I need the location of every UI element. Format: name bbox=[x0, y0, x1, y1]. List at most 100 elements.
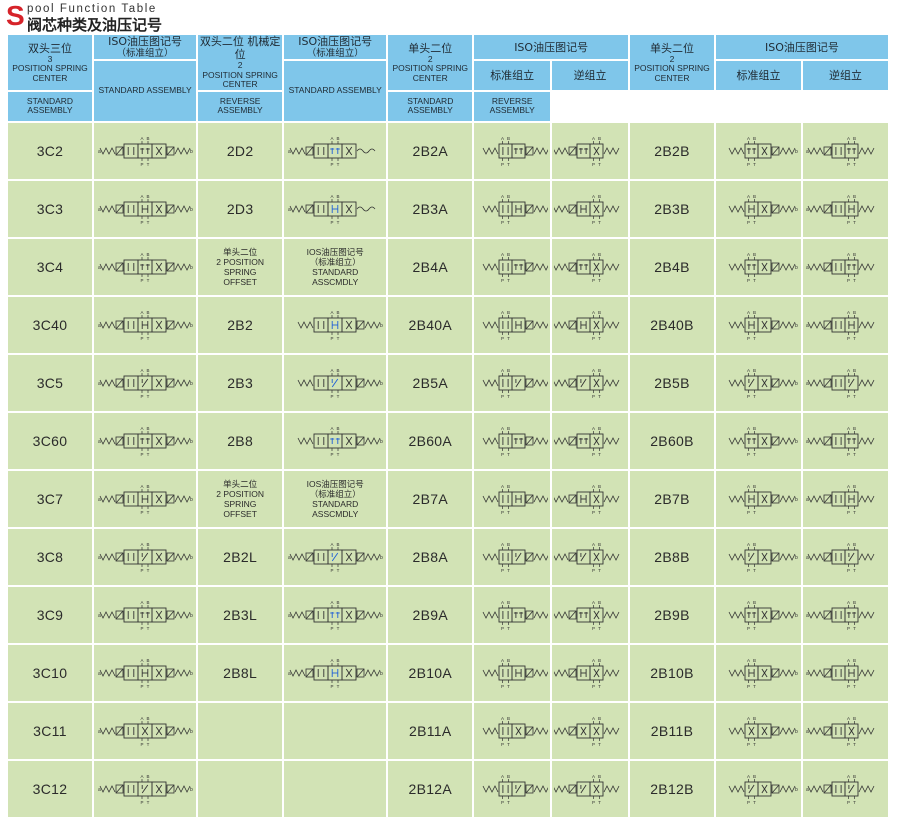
svg-text:P: P bbox=[847, 800, 850, 805]
spool-code-single-b: 2B8B bbox=[630, 528, 714, 585]
spool-note-2pos-offset: 单头二位 2 POSITION SPRING OFFSET bbox=[198, 238, 283, 295]
svg-text:T: T bbox=[854, 742, 857, 747]
table-row: 3C12ABPTab2B12AABPTbABPTa2B12BABPTbABPTa bbox=[8, 760, 888, 817]
spool-code-single-a: 2B2A bbox=[388, 122, 473, 179]
svg-text:T: T bbox=[147, 742, 150, 747]
svg-text:a: a bbox=[288, 555, 291, 561]
svg-text:T: T bbox=[507, 220, 510, 225]
svg-text:B: B bbox=[507, 368, 510, 373]
svg-text:b: b bbox=[380, 439, 383, 445]
svg-text:P: P bbox=[747, 742, 750, 747]
svg-text:B: B bbox=[598, 426, 601, 431]
spool-code-single-b: 2B12B bbox=[630, 760, 714, 817]
svg-text:P: P bbox=[331, 220, 334, 225]
svg-text:A: A bbox=[141, 368, 144, 373]
svg-text:A: A bbox=[747, 136, 750, 141]
header-standard-cn-1: 标准组立 bbox=[474, 61, 551, 90]
svg-text:P: P bbox=[747, 510, 750, 515]
svg-text:T: T bbox=[854, 510, 857, 515]
spool-code-2pos: 2D3 bbox=[198, 180, 283, 237]
svg-text:P: P bbox=[501, 162, 504, 167]
svg-text:b: b bbox=[795, 439, 798, 445]
svg-text:A: A bbox=[141, 600, 144, 605]
svg-text:B: B bbox=[337, 194, 340, 199]
svg-text:B: B bbox=[753, 774, 756, 779]
svg-text:A: A bbox=[331, 600, 334, 605]
svg-text:b: b bbox=[190, 439, 193, 445]
svg-text:A: A bbox=[501, 716, 504, 721]
svg-text:T: T bbox=[337, 568, 340, 573]
svg-text:P: P bbox=[501, 800, 504, 805]
spool-code-2pos: 2B3 bbox=[198, 354, 283, 411]
svg-text:A: A bbox=[501, 600, 504, 605]
svg-text:B: B bbox=[598, 368, 601, 373]
svg-text:a: a bbox=[806, 323, 809, 329]
svg-text:P: P bbox=[501, 278, 504, 283]
svg-text:P: P bbox=[592, 510, 595, 515]
svg-text:B: B bbox=[147, 716, 150, 721]
header-standard-cn-2: 标准组立 bbox=[715, 61, 801, 90]
svg-text:A: A bbox=[747, 600, 750, 605]
svg-text:A: A bbox=[141, 658, 144, 663]
empty-cell bbox=[198, 760, 283, 817]
svg-text:B: B bbox=[598, 542, 601, 547]
svg-text:a: a bbox=[806, 787, 809, 793]
svg-text:A: A bbox=[847, 658, 850, 663]
svg-text:T: T bbox=[854, 452, 857, 457]
table-row: 3C10ABPTab2B8LABPTab2B10AABPTbABPTa2B10B… bbox=[8, 644, 888, 701]
svg-text:b: b bbox=[795, 497, 798, 503]
svg-text:T: T bbox=[337, 162, 340, 167]
svg-text:P: P bbox=[501, 742, 504, 747]
svg-text:b: b bbox=[380, 381, 383, 387]
svg-text:a: a bbox=[98, 323, 101, 329]
svg-text:A: A bbox=[501, 310, 504, 315]
svg-text:T: T bbox=[854, 568, 857, 573]
svg-text:b: b bbox=[795, 613, 798, 619]
svg-text:A: A bbox=[847, 136, 850, 141]
svg-text:A: A bbox=[592, 426, 595, 431]
svg-text:P: P bbox=[847, 220, 850, 225]
spool-code-3pos: 3C5 bbox=[8, 354, 92, 411]
svg-text:A: A bbox=[141, 716, 144, 721]
svg-text:P: P bbox=[592, 742, 595, 747]
svg-text:A: A bbox=[592, 600, 595, 605]
svg-text:T: T bbox=[507, 162, 510, 167]
spool-code-2pos: 2B3L bbox=[198, 586, 283, 643]
svg-text:B: B bbox=[853, 484, 856, 489]
table-row: 3C11ABPTab2B11AABPTbABPTa2B11BABPTbABPTa bbox=[8, 702, 888, 759]
spool-code-single-a: 2B60A bbox=[388, 412, 473, 469]
svg-text:P: P bbox=[141, 626, 144, 631]
svg-text:B: B bbox=[753, 194, 756, 199]
svg-text:T: T bbox=[147, 220, 150, 225]
svg-text:T: T bbox=[854, 162, 857, 167]
empty-cell bbox=[198, 702, 283, 759]
svg-text:P: P bbox=[592, 626, 595, 631]
svg-text:B: B bbox=[598, 310, 601, 315]
table-title: S pool Function Table 阀芯种类及油压记号 bbox=[6, 2, 306, 35]
svg-text:P: P bbox=[141, 394, 144, 399]
svg-text:B: B bbox=[337, 368, 340, 373]
svg-text:B: B bbox=[507, 194, 510, 199]
svg-text:A: A bbox=[592, 484, 595, 489]
svg-text:A: A bbox=[331, 310, 334, 315]
svg-text:A: A bbox=[501, 368, 504, 373]
svg-text:T: T bbox=[854, 220, 857, 225]
svg-text:B: B bbox=[853, 310, 856, 315]
svg-text:A: A bbox=[592, 194, 595, 199]
